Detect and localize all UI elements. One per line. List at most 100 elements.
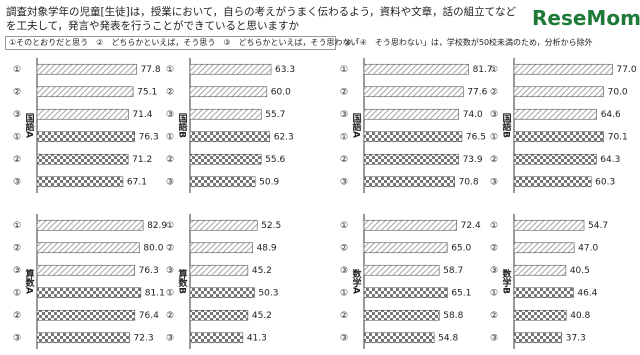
category-label: ② [13,311,21,321]
category-label: ③ [166,266,174,276]
value-label: 60.3 [595,177,615,187]
value-label: 74.0 [463,110,483,120]
bar [363,309,440,321]
value-label: 81.1 [145,288,165,298]
value-label: 76.3 [139,266,159,276]
bar [189,309,249,321]
value-label: 45.2 [252,311,272,321]
category-label: ① [340,132,348,142]
category-label: ① [490,221,498,231]
category-label: ② [340,311,348,321]
bar [363,131,463,143]
bar [36,131,135,143]
value-label: 63.3 [275,65,295,75]
category-label: ① [490,132,498,142]
value-label: 82.9 [147,221,167,231]
bar [189,131,271,143]
value-label: 62.3 [274,132,294,142]
bar [189,63,272,75]
category-label: ① [13,221,21,231]
value-label: 70.1 [608,132,628,142]
value-label: 65.0 [451,243,471,253]
value-label: 45.2 [252,266,272,276]
bar [513,242,575,254]
chart-title: 数学A [351,268,362,294]
bar [363,176,455,188]
value-label: 55.7 [265,110,285,120]
category-label: ② [166,311,174,321]
bar [36,108,129,120]
category-label: ① [166,65,174,75]
value-label: 60.0 [271,87,291,97]
bar [36,63,137,75]
category-label: ② [166,243,174,253]
category-label: ② [490,155,498,165]
value-label: 77.6 [467,87,487,97]
bar [363,219,457,231]
value-label: 77.8 [141,65,161,75]
category-label: ③ [166,333,174,343]
bar [513,176,592,188]
value-label: 48.9 [257,243,277,253]
category-label: ① [340,288,348,298]
category-label: ① [13,288,21,298]
value-label: 71.4 [132,110,152,120]
bar [513,332,563,344]
category-label: ② [340,87,348,97]
value-label: 50.9 [259,177,279,187]
value-label: 80.0 [143,243,163,253]
value-label: 46.4 [577,288,597,298]
value-label: 40.8 [570,311,590,321]
category-label: ① [490,288,498,298]
bar [36,264,135,276]
bar [363,332,435,344]
value-label: 58.7 [443,266,463,276]
value-label: 54.7 [588,221,608,231]
bar [36,287,142,299]
bar [36,332,130,344]
value-label: 71.2 [132,155,152,165]
legend: ①そのとおりだと思う ② どちらかといえば，そう思う ③ どちらかといえば，そう… [5,36,359,50]
value-label: 76.3 [139,132,159,142]
bar [513,287,574,299]
category-label: ② [166,87,174,97]
bar [189,219,258,231]
category-label: ③ [166,110,174,120]
value-label: 64.3 [600,155,620,165]
bar [513,153,597,165]
category-label: ② [13,243,21,253]
category-label: ② [340,243,348,253]
category-label: ③ [340,333,348,343]
category-label: ③ [340,110,348,120]
title: 調査対象学年の児童[生徒]は，授業において，自らの考えがうまく伝わるよう，資料や… [6,6,517,32]
category-label: ① [166,132,174,142]
value-label: 77.0 [617,65,637,75]
category-label: ③ [166,177,174,187]
bar [189,287,255,299]
value-label: 64.6 [601,110,621,120]
bar [36,176,124,188]
chart-title: 国語B [501,113,512,138]
category-label: ② [490,243,498,253]
category-label: ③ [340,266,348,276]
category-label: ③ [490,110,498,120]
chart-title: 算数B [177,268,188,294]
value-label: 41.3 [247,333,267,343]
bar [513,131,605,143]
bar [363,153,459,165]
bar [363,108,460,120]
bar [189,153,262,165]
category-label: ② [340,155,348,165]
value-label: 76.5 [466,132,486,142]
category-label: ① [490,65,498,75]
bar [36,309,136,321]
bar [36,86,134,98]
category-label: ① [166,288,174,298]
category-label: ① [13,132,21,142]
category-label: ③ [340,177,348,187]
category-label: ③ [13,110,21,120]
value-label: 70.8 [459,177,479,187]
value-label: 81.7 [473,65,493,75]
category-label: ③ [490,333,498,343]
